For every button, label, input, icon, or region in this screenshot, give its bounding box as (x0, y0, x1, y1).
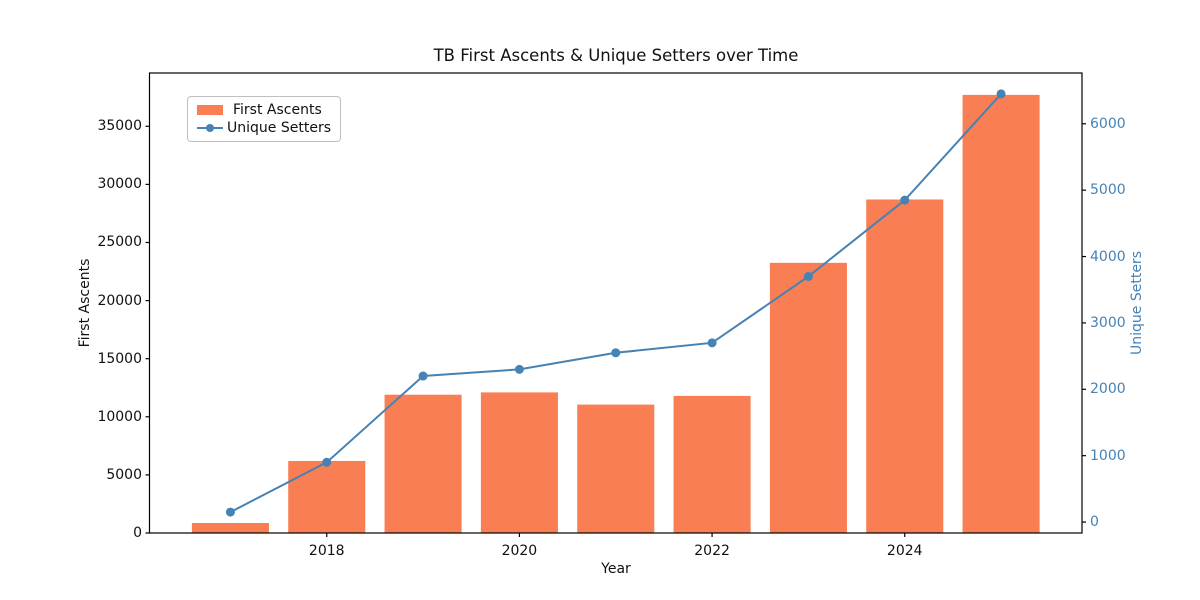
y-tick-label-right-1000: 1000 (1090, 447, 1126, 464)
x-tick-label-2020: 2020 (501, 543, 538, 559)
y-tick-label-left-5000: 5000 (106, 466, 142, 483)
line-point-2020 (514, 364, 524, 374)
y-tick-label-right-3000: 3000 (1090, 314, 1126, 331)
legend-item-first-ascents: First Ascents (197, 102, 331, 118)
line-point-2023 (803, 271, 813, 281)
line-point-2025 (996, 89, 1006, 99)
legend-label-first-ascents: First Ascents (233, 102, 322, 118)
line-marker-swatch-icon (197, 123, 223, 133)
bar-2024 (866, 199, 944, 533)
line-point-2021 (611, 348, 621, 358)
x-tick-label-2024: 2024 (886, 543, 923, 559)
y-tick-label-left-35000: 35000 (97, 118, 142, 135)
x-tick-label-2018: 2018 (308, 543, 345, 559)
y-tick-label-right-5000: 5000 (1090, 182, 1126, 199)
y-tick-label-right-0: 0 (1090, 514, 1099, 531)
legend-label-unique-setters: Unique Setters (227, 120, 331, 136)
bar-2019 (384, 394, 462, 533)
line-point-2022 (707, 338, 717, 348)
y-tick-label-left-15000: 15000 (97, 350, 142, 367)
bar-2017 (191, 523, 269, 533)
bar-2018 (288, 460, 366, 533)
chart-title: TB First Ascents & Unique Setters over T… (433, 46, 799, 65)
x-axis-label: Year (601, 561, 631, 577)
y-tick-label-left-0: 0 (133, 525, 142, 541)
plot-frame (148, 72, 1083, 534)
bar-2020 (480, 392, 558, 533)
bar-2021 (577, 404, 655, 533)
y-tick-label-right-6000: 6000 (1090, 115, 1126, 132)
bar-2025 (962, 94, 1040, 534)
y-tick-label-left-20000: 20000 (97, 292, 142, 309)
y-tick-label-left-25000: 25000 (97, 234, 142, 251)
bar-2023 (769, 262, 847, 533)
x-tick-label-2022: 2022 (694, 543, 730, 559)
y-tick-label-left-10000: 10000 (97, 408, 142, 425)
y-tick-label-right-2000: 2000 (1090, 381, 1126, 398)
legend: First Ascents Unique Setters (187, 96, 341, 142)
line-point-2019 (418, 371, 428, 381)
legend-item-unique-setters: Unique Setters (197, 120, 331, 136)
y-tick-label-left-30000: 30000 (97, 176, 142, 193)
line-point-2024 (900, 195, 910, 205)
y-axis-label-right: Unique Setters (1129, 251, 1145, 355)
bar-2022 (673, 395, 751, 533)
line-point-2018 (322, 457, 332, 467)
y-tick-label-right-4000: 4000 (1090, 248, 1126, 265)
bar-swatch-icon (197, 105, 223, 115)
line-point-2017 (225, 507, 235, 517)
